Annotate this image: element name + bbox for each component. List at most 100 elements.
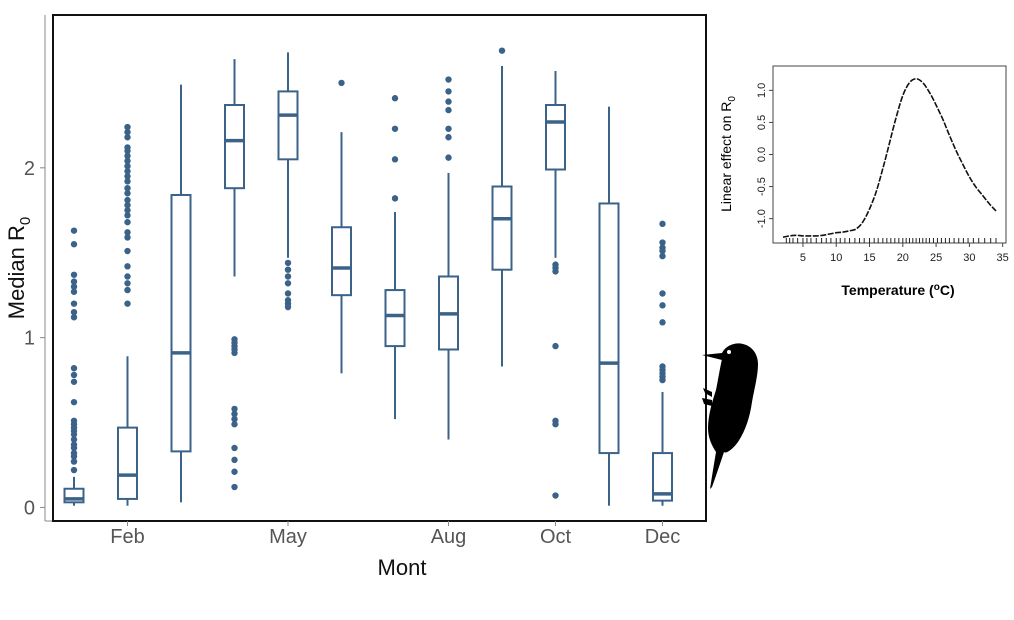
outlier-point	[70, 314, 78, 321]
outlier-point	[70, 466, 78, 474]
outlier-point	[70, 300, 78, 307]
outlier-point	[231, 456, 238, 464]
outlier-point	[659, 290, 666, 297]
temperature-rug	[785, 238, 997, 243]
x-tick-label: Dec	[645, 526, 681, 548]
outlier-point	[391, 95, 399, 102]
x-axis-ticks: Feb May Aug Oct Dec	[110, 521, 680, 548]
outlier-point	[445, 125, 452, 132]
inset-x-tick-label: 35	[997, 252, 1009, 264]
inset-x-axis-title-superscript: o	[934, 282, 940, 293]
outlier-point	[552, 492, 559, 499]
outlier-point	[659, 376, 666, 384]
inset-x-tick-label: 15	[863, 252, 875, 264]
outlier-point	[70, 288, 78, 295]
outlier-point	[659, 302, 666, 309]
outlier-point	[70, 431, 78, 438]
outlier-point	[124, 273, 131, 280]
outlier-point	[445, 106, 452, 114]
x-axis-title: Mont	[378, 555, 427, 580]
inset-x-axis-ticks: 5 10 15 20 25 30 35	[800, 243, 1009, 264]
outlier-point	[231, 468, 238, 475]
outlier-point	[231, 483, 238, 491]
temperature-effect-curve	[782, 77, 997, 238]
inset-y-tick-label: 1.0	[756, 83, 768, 98]
box-month-3	[170, 84, 192, 503]
outlier-point	[124, 280, 131, 287]
inset-x-tick-label: 30	[963, 252, 975, 264]
outlier-point	[231, 444, 238, 452]
panel-frame	[52, 14, 707, 522]
inset-x-axis-title: Temperature (oC)	[841, 282, 954, 298]
outlier-point	[70, 283, 78, 290]
outlier-point	[124, 201, 131, 209]
outlier-point	[659, 220, 666, 228]
inset-y-tick-label: -0.5	[756, 177, 768, 196]
outlier-point	[445, 88, 452, 95]
outlier-point	[124, 178, 131, 185]
outlier-point	[231, 410, 238, 418]
y-tick-label: 0	[24, 497, 35, 519]
inset-y-tick-label: 0.0	[756, 147, 768, 162]
box-iqr	[545, 103, 566, 171]
outlier-point	[124, 212, 131, 219]
outlier-point	[124, 229, 131, 236]
box-iqr	[224, 103, 245, 190]
x-tick-label: Aug	[431, 526, 467, 548]
outlier-point	[70, 398, 78, 406]
box-month-6	[331, 79, 352, 374]
box-iqr	[277, 90, 299, 161]
outlier-point	[659, 319, 666, 326]
outlier-point	[284, 273, 292, 280]
median-r0-boxplot-chart: 012 Feb May Aug Oct Dec Mont Median R0	[4, 14, 707, 580]
inset-y-axis-title-text: Linear effect on R	[718, 102, 734, 212]
box-month-8	[438, 76, 459, 440]
outlier-point	[70, 241, 78, 248]
outlier-point	[70, 436, 78, 443]
inset-x-axis-title-part2: C)	[940, 282, 955, 298]
outlier-point	[124, 128, 131, 136]
box-iqr	[384, 289, 406, 348]
inset-y-axis-title: Linear effect on R0	[718, 96, 738, 212]
inset-x-axis-title-part1: Temperature (	[841, 282, 934, 298]
outlier-point	[284, 290, 292, 297]
woodpecker-foot-upper	[703, 388, 712, 397]
outlier-point	[124, 286, 131, 294]
outlier-point	[552, 268, 559, 275]
woodpecker-beak	[702, 353, 722, 360]
box-iqr	[331, 226, 352, 297]
outlier-point	[124, 152, 131, 160]
woodpecker-foot-lower	[702, 398, 712, 406]
outlier-point	[124, 147, 131, 155]
outlier-point	[659, 247, 666, 255]
outlier-point	[338, 79, 345, 87]
inset-y-axis-title-subscript: 0	[727, 96, 738, 102]
y-axis-title-text: Median R	[4, 225, 29, 319]
outlier-point	[284, 259, 292, 267]
box-month-9	[491, 47, 513, 367]
y-tick-label: 2	[24, 158, 35, 180]
outlier-point	[70, 444, 78, 452]
outlier-point	[445, 134, 452, 141]
box-month-4	[224, 59, 245, 491]
outlier-point	[552, 342, 559, 350]
outlier-point	[391, 156, 399, 163]
inset-y-axis-ticks: -1.0 -0.5 0.0 0.5 1.0	[756, 83, 773, 228]
box-iqr	[652, 452, 673, 502]
woodpecker-eye	[727, 350, 731, 354]
outlier-point	[124, 196, 131, 204]
box-iqr	[117, 426, 138, 500]
outlier-point	[391, 125, 399, 132]
outlier-point	[498, 47, 506, 54]
outlier-point	[70, 308, 78, 316]
outlier-point	[445, 154, 452, 161]
inset-x-tick-label: 5	[800, 252, 806, 264]
outlier-point	[70, 453, 78, 460]
outlier-point	[659, 239, 666, 246]
inset-x-tick-label: 20	[897, 252, 909, 264]
outlier-point	[70, 378, 78, 385]
box-month-7	[384, 95, 406, 420]
outlier-point	[124, 190, 131, 197]
outlier-point	[124, 157, 131, 165]
outlier-point	[231, 421, 238, 428]
